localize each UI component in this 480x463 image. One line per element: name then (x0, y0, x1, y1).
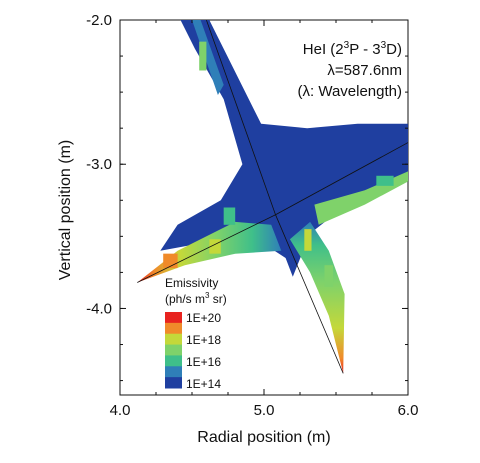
x-axis: 4.0 5.0 6.0 (110, 20, 419, 419)
colorbar-title: Emissivity (165, 276, 218, 290)
x-tick-label: 5.0 (254, 402, 275, 419)
x-tick-label: 6.0 (398, 402, 419, 419)
colorbar-swatch (165, 344, 182, 356)
emission-patch (324, 265, 334, 287)
separatrix-line (137, 214, 276, 283)
colorbar-swatch (165, 333, 182, 346)
separatrix-line (206, 20, 276, 215)
species-label: HeI (23P - 33D) (303, 40, 402, 58)
colorbar-legend: Emissivity (ph/s m3 sr) 1E+201E+181E+161… (165, 276, 227, 391)
colorbar-label: 1E+20 (186, 311, 221, 325)
emission-patch (199, 41, 207, 71)
emission-top-leg-band (192, 20, 224, 95)
separatrix-lines (137, 20, 408, 374)
colorbar-label: 1E+16 (186, 355, 221, 369)
emission-bottom-leg (289, 221, 345, 374)
y-axis-title: Vertical position (m) (57, 140, 74, 281)
colorbar-swatch (165, 377, 182, 389)
emission-patch (223, 207, 236, 225)
colorbar-swatch (165, 366, 182, 378)
separatrix-line (275, 142, 408, 216)
y-tick-label: -2.0 (86, 12, 112, 29)
separatrix-line (275, 214, 344, 374)
emission-patch (304, 229, 312, 251)
emission-patch (209, 239, 221, 254)
colorbar-label: 1E+18 (186, 333, 221, 347)
colorbar-swatch (165, 312, 182, 324)
emission-patch (376, 175, 394, 186)
colorbar-swatch (165, 322, 182, 335)
y-tick-label: -4.0 (86, 300, 112, 317)
colorbar-labels: 1E+20 1E+18 1E+16 1E+14 (186, 311, 221, 391)
x-axis-title: Radial position (m) (197, 429, 330, 446)
colorbar-swatches (165, 312, 182, 389)
x-tick-label: 4.0 (110, 402, 131, 419)
colorbar-label: 1E+14 (186, 377, 221, 391)
y-tick-label: -3.0 (86, 156, 112, 173)
wavelength-note: (λ: Wavelength) (298, 83, 402, 100)
wavelength-label: λ=587.6nm (327, 62, 402, 79)
colorbar-units: (ph/s m3 sr) (165, 291, 227, 306)
y-axis: -2.0 -3.0 -4.0 (86, 12, 408, 382)
colorbar-swatch (165, 355, 182, 367)
